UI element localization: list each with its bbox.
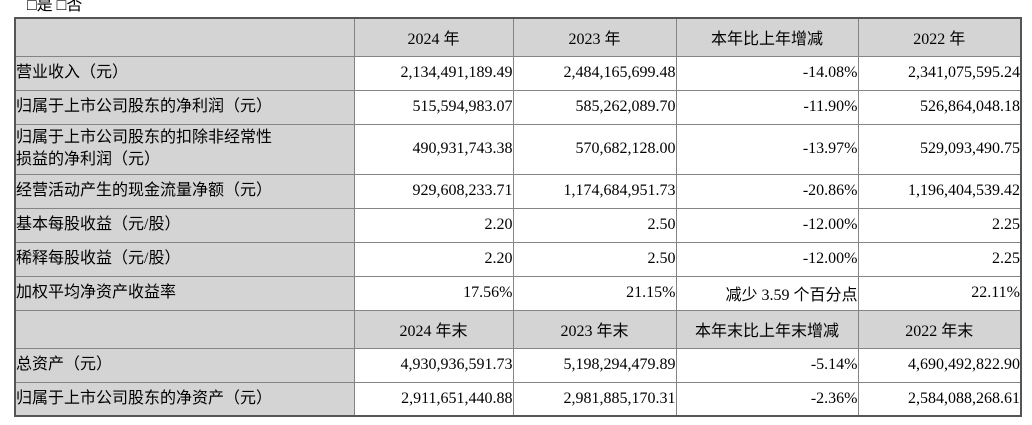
value-2022: 2,584,088,268.61	[857, 381, 1022, 417]
value-2023: 570,682,128.00	[512, 123, 677, 175]
header-2023: 2023 年	[512, 17, 677, 57]
value-2024: 2.20	[353, 241, 514, 277]
value-2022: 529,093,490.75	[857, 123, 1022, 175]
value-2024: 4,930,936,591.73	[353, 347, 514, 383]
header-2024-end: 2024 年末	[353, 309, 514, 349]
value-change: 减少 3.59 个百分点	[675, 275, 859, 311]
value-change: -11.90%	[675, 89, 859, 125]
table-row-net-profit: 归属于上市公司股东的净利润（元） 515,594,983.07 585,262,…	[14, 89, 1022, 125]
value-2022: 4,690,492,822.90	[857, 347, 1022, 383]
value-2024: 515,594,983.07	[353, 89, 514, 125]
value-2023: 2,484,165,699.48	[512, 55, 677, 91]
table-row-net-profit-excl-nonrecurring: 归属于上市公司股东的扣除非经常性 损益的净利润（元） 490,931,743.3…	[14, 123, 1022, 175]
row-label: 经营活动产生的现金流量净额（元）	[14, 173, 355, 209]
row-label: 归属于上市公司股东的扣除非经常性 损益的净利润（元）	[14, 123, 355, 175]
row-label: 营业收入（元）	[14, 55, 355, 91]
header-2024: 2024 年	[353, 17, 514, 57]
value-2023: 5,198,294,479.89	[512, 347, 677, 383]
value-change: -2.36%	[675, 381, 859, 417]
table-row-net-assets: 归属于上市公司股东的净资产（元） 2,911,651,440.88 2,981,…	[14, 381, 1022, 417]
value-2022: 1,196,404,539.42	[857, 173, 1022, 209]
value-2023: 585,262,089.70	[512, 89, 677, 125]
table-row-diluted-eps: 稀释每股收益（元/股） 2.20 2.50 -12.00% 2.25	[14, 241, 1022, 277]
header-empty-cell	[14, 17, 355, 57]
clipped-checkbox-note: □是 □否	[27, 0, 83, 14]
header-empty-cell	[14, 309, 355, 349]
value-2022: 2.25	[857, 241, 1022, 277]
value-2024: 2,911,651,440.88	[353, 381, 514, 417]
value-2023: 2.50	[512, 241, 677, 277]
header-change: 本年比上年增减	[675, 17, 859, 57]
table-row-operating-cash-flow: 经营活动产生的现金流量净额（元） 929,608,233.71 1,174,68…	[14, 173, 1022, 209]
table-row-revenue: 营业收入（元） 2,134,491,189.49 2,484,165,699.4…	[14, 55, 1022, 91]
value-change: -12.00%	[675, 207, 859, 243]
value-2024: 17.56%	[353, 275, 514, 311]
header-2023-end: 2023 年末	[512, 309, 677, 349]
value-2022: 2.25	[857, 207, 1022, 243]
header-2022-end: 2022 年末	[857, 309, 1022, 349]
value-change: -5.14%	[675, 347, 859, 383]
value-2024: 2.20	[353, 207, 514, 243]
value-2024: 2,134,491,189.49	[353, 55, 514, 91]
value-2024: 929,608,233.71	[353, 173, 514, 209]
header-row-year-end: 2024 年末 2023 年末 本年末比上年末增减 2022 年末	[14, 309, 1022, 349]
row-label: 基本每股收益（元/股）	[14, 207, 355, 243]
header-row-annual: 2024 年 2023 年 本年比上年增减 2022 年	[14, 17, 1022, 57]
value-2023: 2,981,885,170.31	[512, 381, 677, 417]
table-row-total-assets: 总资产（元） 4,930,936,591.73 5,198,294,479.89…	[14, 347, 1022, 383]
value-2023: 21.15%	[512, 275, 677, 311]
header-year-end-change: 本年末比上年末增减	[675, 309, 859, 349]
value-2022: 2,341,075,595.24	[857, 55, 1022, 91]
row-label: 总资产（元）	[14, 347, 355, 383]
table-row-weighted-avg-roe: 加权平均净资产收益率 17.56% 21.15% 减少 3.59 个百分点 22…	[14, 275, 1022, 311]
row-label: 加权平均净资产收益率	[14, 275, 355, 311]
row-label: 归属于上市公司股东的净资产（元）	[14, 381, 355, 417]
key-financials-table: 2024 年 2023 年 本年比上年增减 2022 年 营业收入（元） 2,1…	[14, 17, 1022, 417]
value-2024: 490,931,743.38	[353, 123, 514, 175]
value-2023: 2.50	[512, 207, 677, 243]
value-2022: 526,864,048.18	[857, 89, 1022, 125]
row-label: 稀释每股收益（元/股）	[14, 241, 355, 277]
value-change: -12.00%	[675, 241, 859, 277]
table-row-basic-eps: 基本每股收益（元/股） 2.20 2.50 -12.00% 2.25	[14, 207, 1022, 243]
value-change: -20.86%	[675, 173, 859, 209]
row-label: 归属于上市公司股东的净利润（元）	[14, 89, 355, 125]
value-change: -13.97%	[675, 123, 859, 175]
value-2022: 22.11%	[857, 275, 1022, 311]
header-2022: 2022 年	[857, 17, 1022, 57]
value-2023: 1,174,684,951.73	[512, 173, 677, 209]
value-change: -14.08%	[675, 55, 859, 91]
